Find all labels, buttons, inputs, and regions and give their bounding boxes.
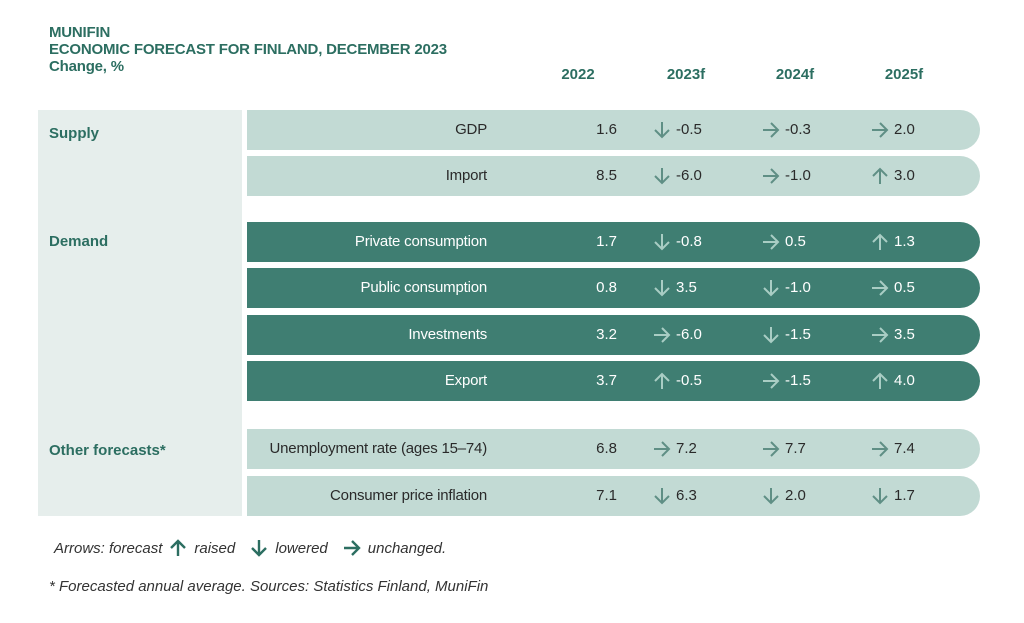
legend-prefix: Arrows: forecast bbox=[54, 539, 163, 557]
arrow-right-icon bbox=[872, 122, 889, 138]
brand-title: MUNIFIN bbox=[49, 24, 111, 41]
arrow-up-icon bbox=[654, 372, 670, 389]
arrow-right-icon bbox=[763, 373, 780, 389]
row-label: Private consumption bbox=[354, 233, 487, 250]
value-2022: 6.8 bbox=[596, 440, 617, 457]
arrow-down-icon bbox=[654, 234, 670, 251]
forecast-value: 7.4 bbox=[894, 440, 915, 457]
arrow-right-icon bbox=[763, 441, 780, 457]
forecast-value: -0.8 bbox=[676, 233, 702, 250]
arrow-right-icon bbox=[872, 280, 889, 296]
value-2022: 1.7 bbox=[596, 233, 617, 250]
row-label: Export bbox=[444, 372, 487, 389]
table-row: Investments 3.2 -6.0 -1.5 3.5 bbox=[247, 315, 980, 355]
year-header-row: 2022 2023f 2024f 2025f bbox=[0, 66, 1024, 83]
table-row: Private consumption 1.7 -0.8 0.5 1.3 bbox=[247, 222, 980, 262]
forecast-value: 0.5 bbox=[785, 233, 806, 250]
table-row: Public consumption 0.8 3.5 -1.0 0.5 bbox=[247, 268, 980, 308]
arrow-down-icon bbox=[763, 488, 779, 505]
forecast-value: 7.7 bbox=[785, 440, 806, 457]
arrow-up-icon bbox=[872, 372, 888, 389]
legend-raised: raised bbox=[194, 539, 236, 557]
arrow-right-icon bbox=[763, 234, 780, 250]
arrow-right-icon bbox=[654, 441, 671, 457]
forecast-value: 1.7 bbox=[894, 487, 915, 504]
forecast-value: 2.0 bbox=[894, 121, 915, 138]
row-label: GDP bbox=[455, 121, 487, 138]
unit-subtitle: Change, % bbox=[49, 58, 124, 75]
value-2022: 8.5 bbox=[596, 167, 617, 184]
footnote: * Forecasted annual average. Sources: St… bbox=[49, 578, 489, 595]
forecast-value: -1.0 bbox=[785, 167, 811, 184]
group-label-supply: Supply bbox=[49, 125, 100, 142]
arrow-down-icon bbox=[654, 122, 670, 139]
arrow-right-icon bbox=[654, 327, 671, 343]
forecast-value: 4.0 bbox=[894, 372, 915, 389]
arrow-up-icon bbox=[872, 233, 888, 250]
forecast-value: -0.5 bbox=[676, 372, 702, 389]
row-label: Import bbox=[445, 167, 488, 184]
arrow-up-icon bbox=[872, 167, 888, 184]
forecast-value: -1.0 bbox=[785, 279, 811, 296]
title-block: MUNIFIN ECONOMIC FORECAST FOR FINLAND, D… bbox=[49, 24, 447, 75]
forecast-value: 3.0 bbox=[894, 167, 915, 184]
arrow-down-icon bbox=[763, 280, 779, 297]
arrow-right-icon bbox=[763, 168, 780, 184]
arrow-down-icon bbox=[654, 168, 670, 185]
forecast-value: -0.5 bbox=[676, 121, 702, 138]
table-row: GDP 1.6 -0.5 -0.3 2.0 bbox=[247, 110, 980, 150]
value-2022: 0.8 bbox=[596, 279, 617, 296]
forecast-value: -0.3 bbox=[785, 121, 811, 138]
table-row: Consumer price inflation 7.1 6.3 2.0 1.7 bbox=[247, 476, 980, 516]
arrow-up-icon bbox=[170, 539, 187, 556]
forecast-value: 0.5 bbox=[894, 279, 915, 296]
forecast-value: -6.0 bbox=[676, 326, 702, 343]
page-title: ECONOMIC FORECAST FOR FINLAND, DECEMBER … bbox=[49, 41, 447, 58]
value-2022: 1.6 bbox=[596, 121, 617, 138]
value-2022: 3.2 bbox=[596, 326, 617, 343]
arrow-down-icon bbox=[763, 327, 779, 344]
year-header-2024f: 2024f bbox=[775, 66, 815, 83]
row-label: Consumer price inflation bbox=[330, 487, 487, 504]
arrow-right-icon bbox=[343, 540, 361, 556]
arrow-right-icon bbox=[763, 122, 780, 138]
arrow-down-icon bbox=[654, 488, 670, 505]
forecast-value: 2.0 bbox=[785, 487, 806, 504]
arrow-legend: Arrows: forecast raised lowered unchange… bbox=[54, 538, 446, 558]
forecast-value: 1.3 bbox=[894, 233, 915, 250]
table-row: Export 3.7 -0.5 -1.5 4.0 bbox=[247, 361, 980, 401]
arrow-down-icon bbox=[251, 540, 268, 557]
forecast-value: -6.0 bbox=[676, 167, 702, 184]
table-row: Import 8.5 -6.0 -1.0 3.0 bbox=[247, 156, 980, 196]
year-header-2023f: 2023f bbox=[666, 66, 706, 83]
row-label: Public consumption bbox=[360, 279, 488, 296]
year-header-2022: 2022 bbox=[561, 66, 595, 83]
value-2022: 7.1 bbox=[596, 487, 617, 504]
arrow-down-icon bbox=[872, 488, 888, 505]
forecast-value: 3.5 bbox=[894, 326, 915, 343]
table-row: Unemployment rate (ages 15–74) 6.8 7.2 7.7 7… bbox=[247, 429, 980, 469]
row-label: Investments bbox=[408, 326, 487, 343]
forecast-value: 7.2 bbox=[676, 440, 697, 457]
arrow-right-icon bbox=[872, 441, 889, 457]
arrow-down-icon bbox=[654, 280, 670, 297]
forecast-value: -1.5 bbox=[785, 372, 811, 389]
forecast-value: 3.5 bbox=[676, 279, 697, 296]
group-label-column bbox=[38, 110, 242, 516]
legend-unchanged: unchanged. bbox=[367, 539, 447, 557]
legend-lowered: lowered bbox=[275, 539, 328, 557]
row-label: Unemployment rate (ages 15–74) bbox=[269, 440, 488, 457]
group-label-other-forecasts: Other forecasts* bbox=[49, 442, 166, 459]
year-header-2025f: 2025f bbox=[884, 66, 924, 83]
forecast-value: 6.3 bbox=[676, 487, 697, 504]
value-2022: 3.7 bbox=[596, 372, 617, 389]
arrow-right-icon bbox=[872, 327, 889, 343]
forecast-value: -1.5 bbox=[785, 326, 811, 343]
group-label-demand: Demand bbox=[49, 233, 109, 250]
